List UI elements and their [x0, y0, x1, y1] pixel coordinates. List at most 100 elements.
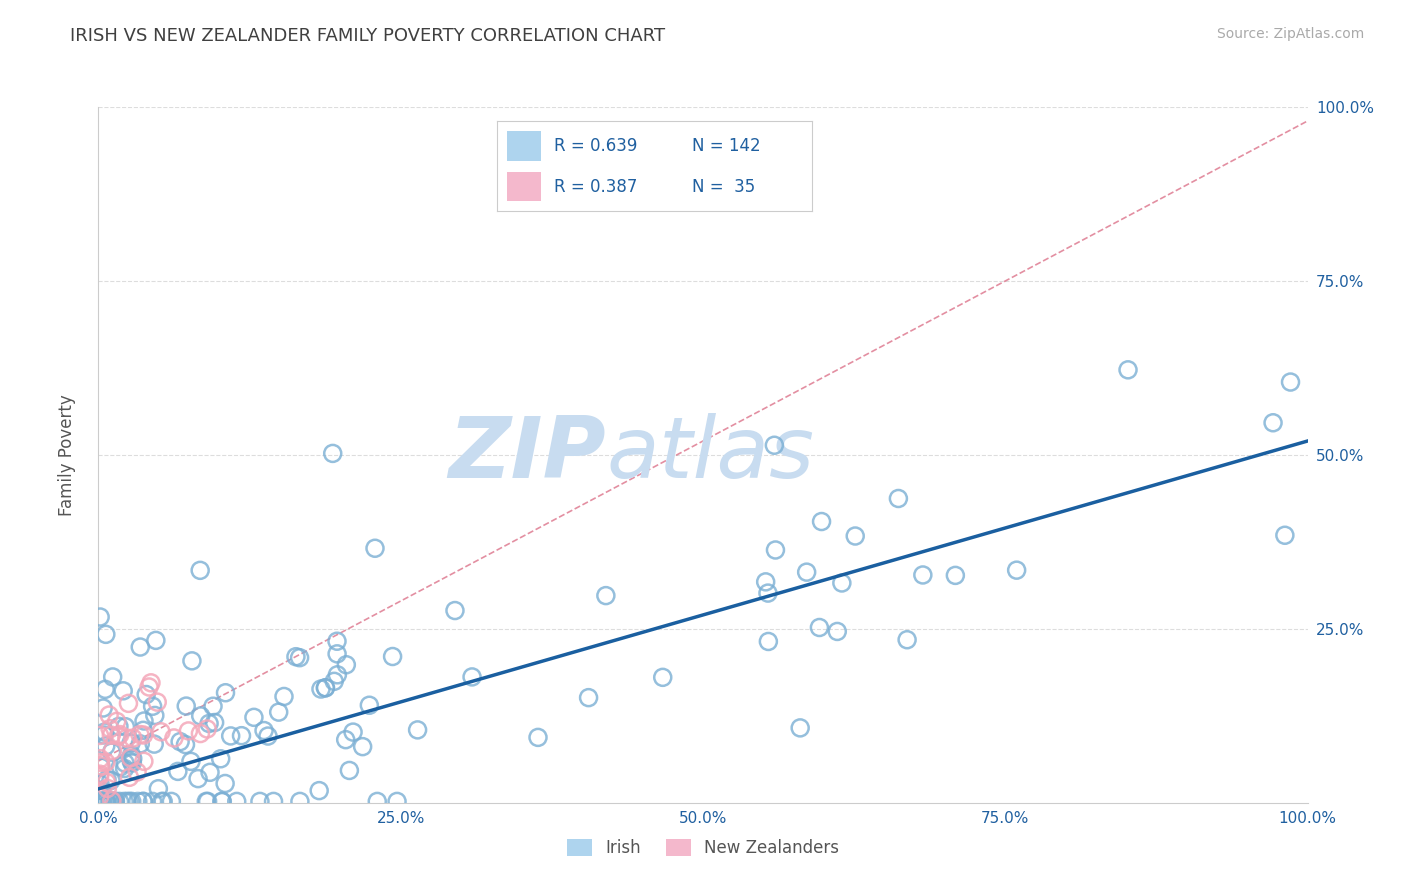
Text: R = 0.387: R = 0.387: [554, 178, 637, 195]
Point: [98, 722, 121, 736]
Point: [121, 731, 143, 745]
Text: ZIP: ZIP: [449, 413, 606, 497]
Point: [145, 633, 167, 648]
Point: [89, 777, 111, 791]
Point: [288, 650, 311, 665]
Point: [366, 794, 388, 808]
Text: N =  35: N = 35: [692, 178, 755, 195]
Point: [146, 695, 169, 709]
Point: [796, 565, 818, 579]
Legend: Irish, New Zealanders: Irish, New Zealanders: [560, 832, 846, 864]
Point: [112, 683, 135, 698]
Point: [755, 574, 778, 589]
Point: [152, 794, 174, 808]
Point: [94, 794, 117, 808]
Bar: [508, 131, 541, 161]
Point: [104, 794, 127, 808]
Point: [89, 610, 111, 624]
Point: [219, 729, 242, 743]
Point: [96, 794, 118, 808]
Point: [89, 789, 111, 804]
Point: [195, 794, 218, 808]
Point: [385, 794, 408, 808]
Point: [211, 794, 233, 808]
Point: [578, 690, 600, 705]
Point: [214, 776, 236, 790]
Point: [100, 794, 122, 808]
Point: [177, 723, 200, 738]
Text: R = 0.639: R = 0.639: [554, 136, 637, 155]
Point: [595, 589, 617, 603]
Point: [364, 541, 387, 556]
Point: [101, 794, 124, 808]
Point: [195, 722, 218, 736]
Point: [100, 745, 122, 759]
Point: [308, 783, 330, 797]
Point: [148, 781, 170, 796]
Point: [174, 699, 197, 714]
Point: [326, 634, 349, 648]
Point: [104, 794, 127, 808]
Point: [94, 739, 117, 753]
Point: [309, 681, 332, 696]
Point: [827, 624, 849, 639]
Point: [94, 682, 117, 697]
Point: [335, 732, 357, 747]
Point: [129, 737, 152, 751]
Point: [651, 670, 673, 684]
Point: [756, 586, 779, 600]
Point: [150, 794, 173, 808]
Point: [789, 721, 811, 735]
Point: [461, 670, 484, 684]
Point: [90, 760, 112, 774]
Point: [127, 794, 149, 808]
Point: [90, 783, 112, 797]
Point: [108, 794, 131, 808]
Point: [359, 698, 381, 713]
Point: [198, 765, 221, 780]
Point: [231, 729, 253, 743]
Point: [89, 783, 111, 797]
Point: [98, 794, 121, 808]
Point: [114, 756, 136, 771]
Y-axis label: Family Poverty: Family Poverty: [58, 394, 76, 516]
Point: [896, 632, 918, 647]
Point: [120, 751, 142, 765]
Point: [844, 529, 866, 543]
Point: [96, 772, 118, 787]
Point: [323, 674, 346, 689]
Point: [101, 794, 124, 808]
Point: [132, 794, 155, 808]
Point: [89, 794, 111, 808]
Point: [96, 781, 118, 796]
Point: [132, 794, 155, 808]
Point: [121, 794, 143, 808]
Point: [174, 738, 197, 752]
Point: [204, 715, 226, 730]
Text: N = 142: N = 142: [692, 136, 761, 155]
Point: [763, 438, 786, 452]
Point: [352, 739, 374, 754]
Point: [314, 681, 336, 695]
Point: [214, 686, 236, 700]
Point: [1116, 363, 1139, 377]
Point: [121, 751, 143, 765]
Point: [337, 764, 360, 778]
Point: [315, 681, 337, 695]
Point: [911, 568, 934, 582]
Point: [121, 756, 143, 770]
Point: [90, 794, 112, 808]
Point: [93, 725, 115, 739]
Point: [263, 794, 285, 808]
Point: [225, 794, 247, 808]
Point: [342, 725, 364, 739]
Point: [94, 627, 117, 641]
Point: [180, 755, 202, 769]
Point: [188, 563, 211, 577]
Point: [257, 729, 280, 743]
Point: [163, 731, 186, 745]
Point: [89, 769, 111, 783]
Point: [91, 701, 114, 715]
Point: [326, 668, 349, 682]
Point: [138, 680, 160, 694]
